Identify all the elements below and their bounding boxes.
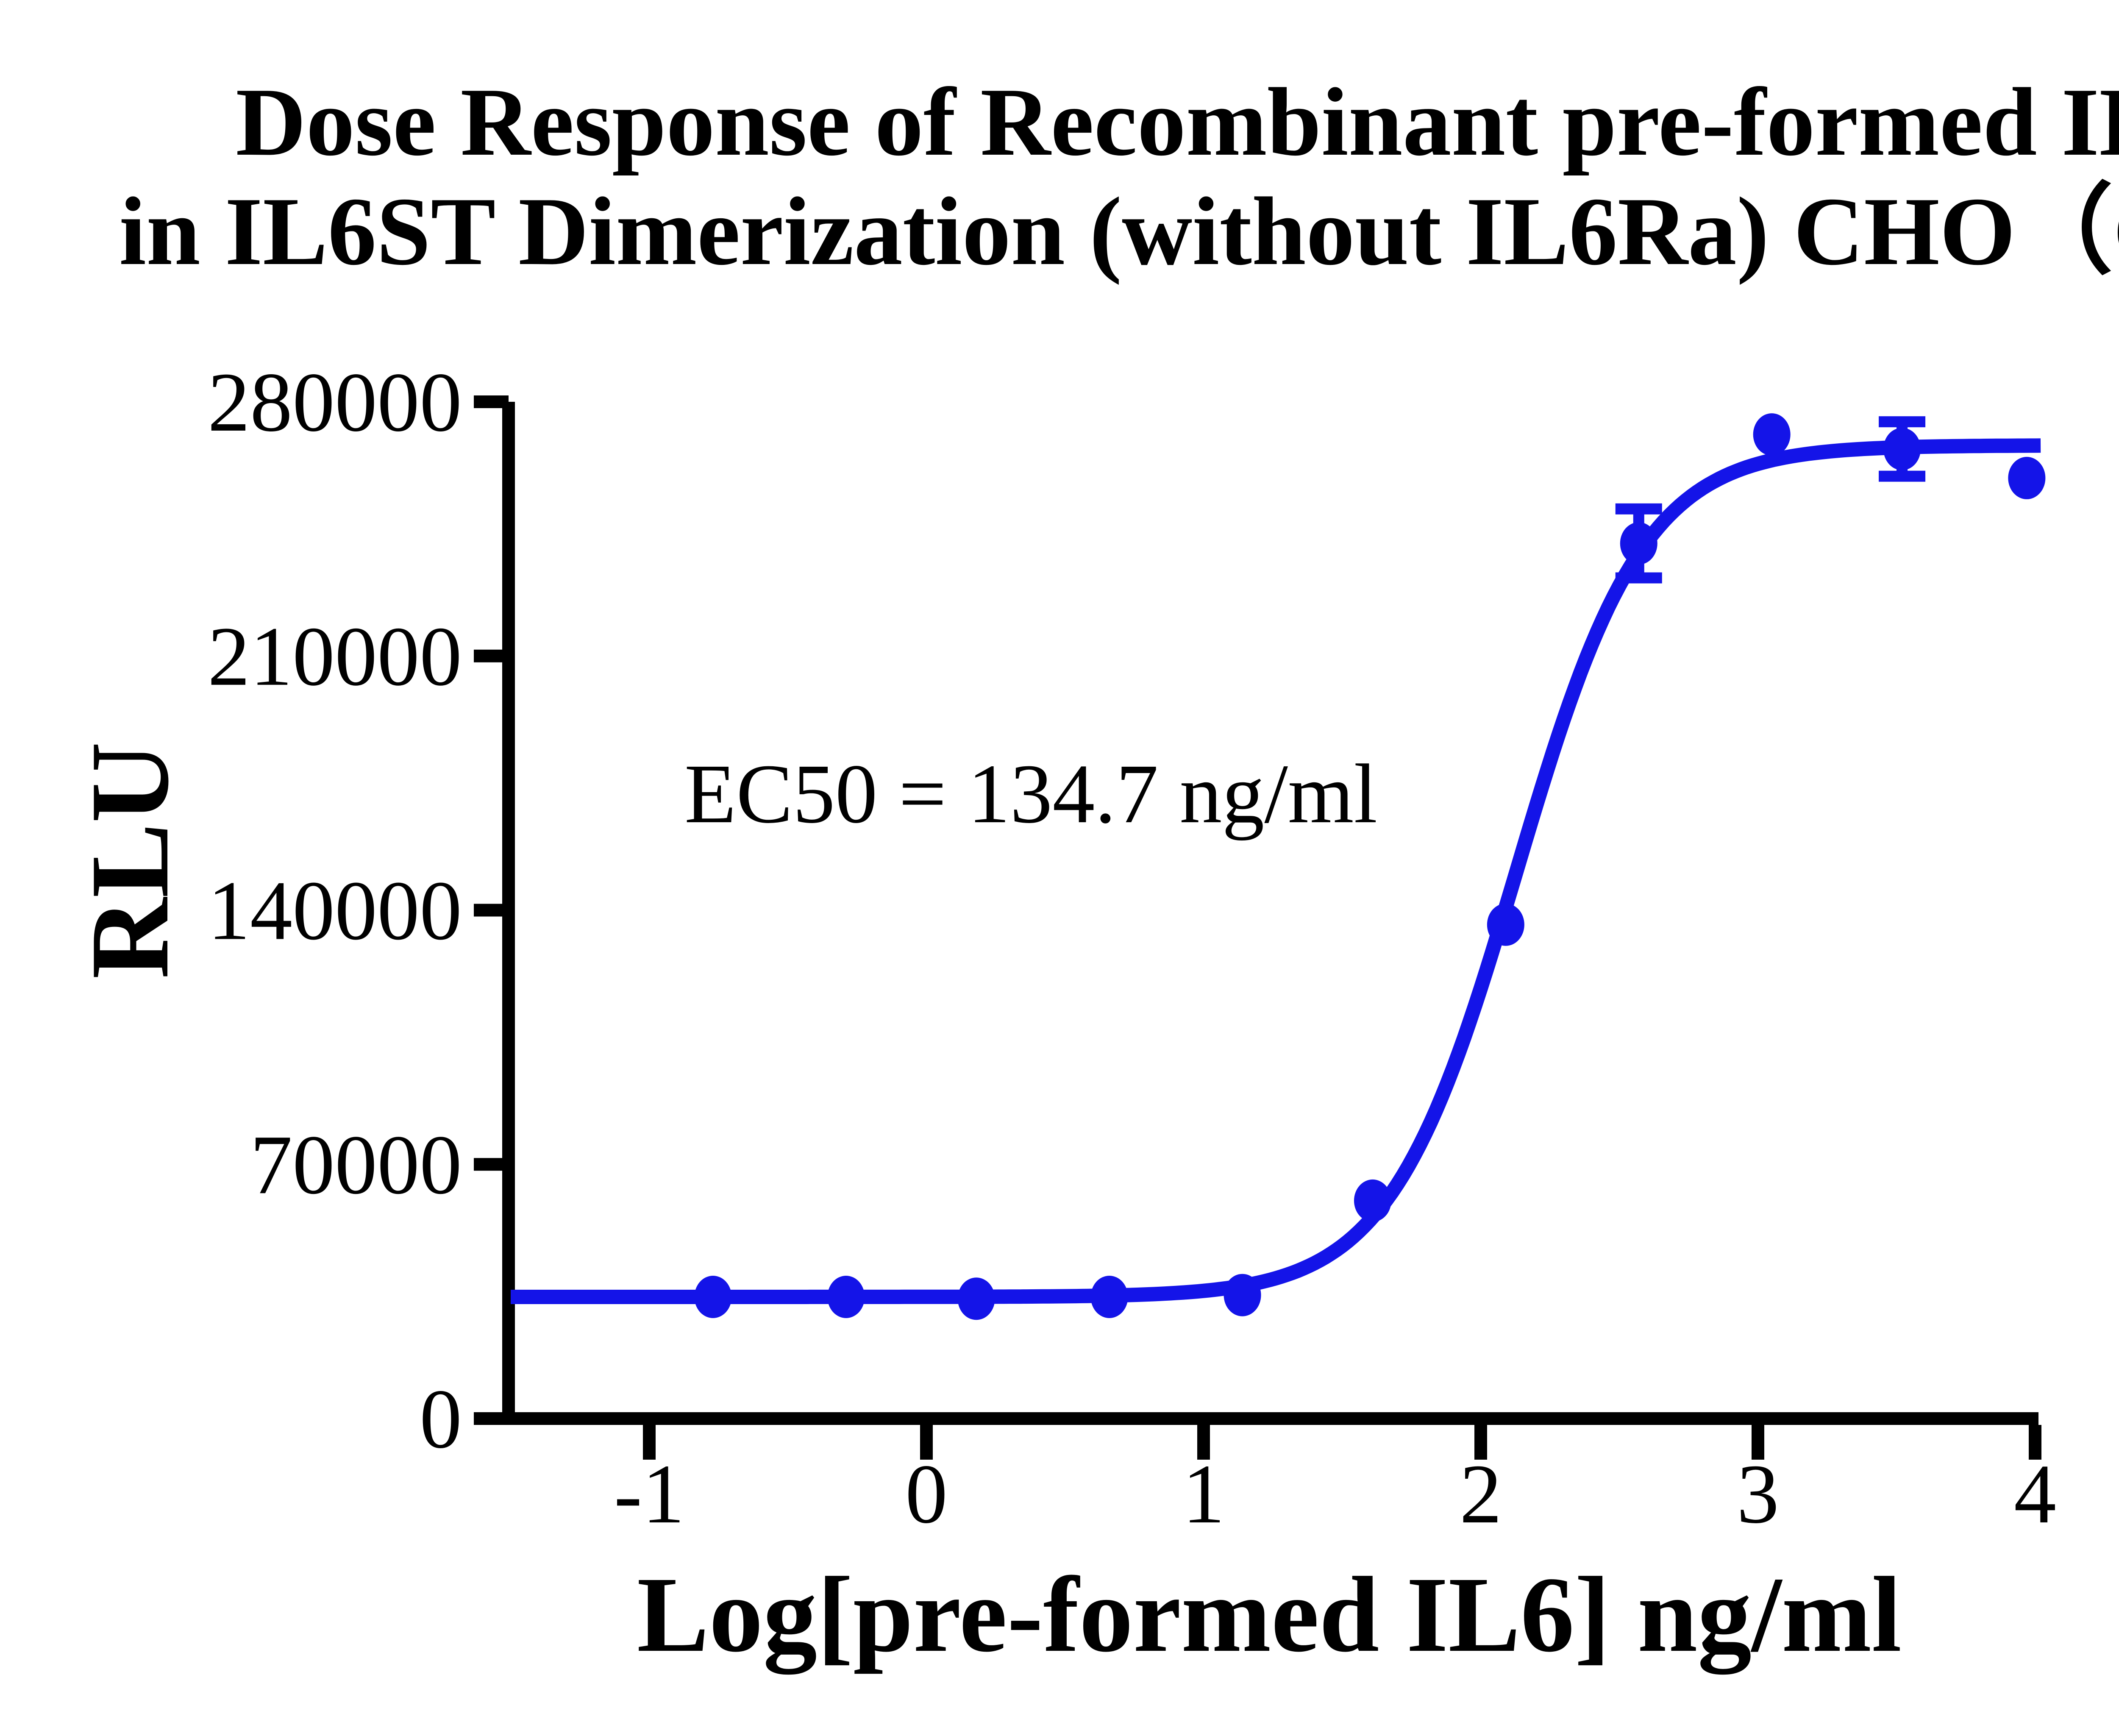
chart-title-line1: Dose Response of Recombinant pre-formed … — [236, 68, 2119, 176]
y-axis-title: RLU — [68, 742, 192, 979]
data-point-marker — [1753, 413, 1791, 456]
data-point-marker — [957, 1277, 995, 1320]
x-tick-label: 3 — [1737, 1447, 1779, 1541]
data-point-marker — [2008, 456, 2046, 499]
fit-curve — [511, 438, 2041, 1304]
ec50-annotation: EC50 = 134.7 ng/ml — [684, 747, 1377, 841]
x-tick-label: 1 — [1182, 1447, 1225, 1541]
data-point-marker — [694, 1275, 732, 1318]
data-point-marker — [1090, 1275, 1128, 1318]
x-tick-label: 0 — [905, 1447, 948, 1541]
y-tick-label: 210000 — [208, 610, 462, 704]
data-point-marker — [1883, 428, 1921, 470]
x-tick-label: -1 — [614, 1447, 685, 1541]
data-point-marker — [1620, 522, 1657, 565]
x-axis-title: Log[pre-formed IL6] ng/ml — [637, 1555, 1902, 1675]
data-point-marker — [1224, 1274, 1261, 1316]
y-tick-label: 70000 — [250, 1118, 462, 1212]
y-tick-label: 140000 — [208, 864, 462, 958]
x-tick-label: 2 — [1460, 1447, 1502, 1541]
chart-title-line2: in IL6ST Dimerization (without IL6Ra) CH… — [119, 177, 2119, 285]
x-tick-label: 4 — [2014, 1447, 2056, 1541]
chart-title: Dose Response of Recombinant pre-formed … — [0, 67, 2119, 286]
data-point-marker — [1487, 903, 1524, 946]
data-point-marker — [827, 1275, 865, 1318]
y-tick-label: 280000 — [208, 356, 462, 449]
data-point-marker — [1354, 1179, 1391, 1222]
y-tick-label: 0 — [420, 1372, 462, 1466]
